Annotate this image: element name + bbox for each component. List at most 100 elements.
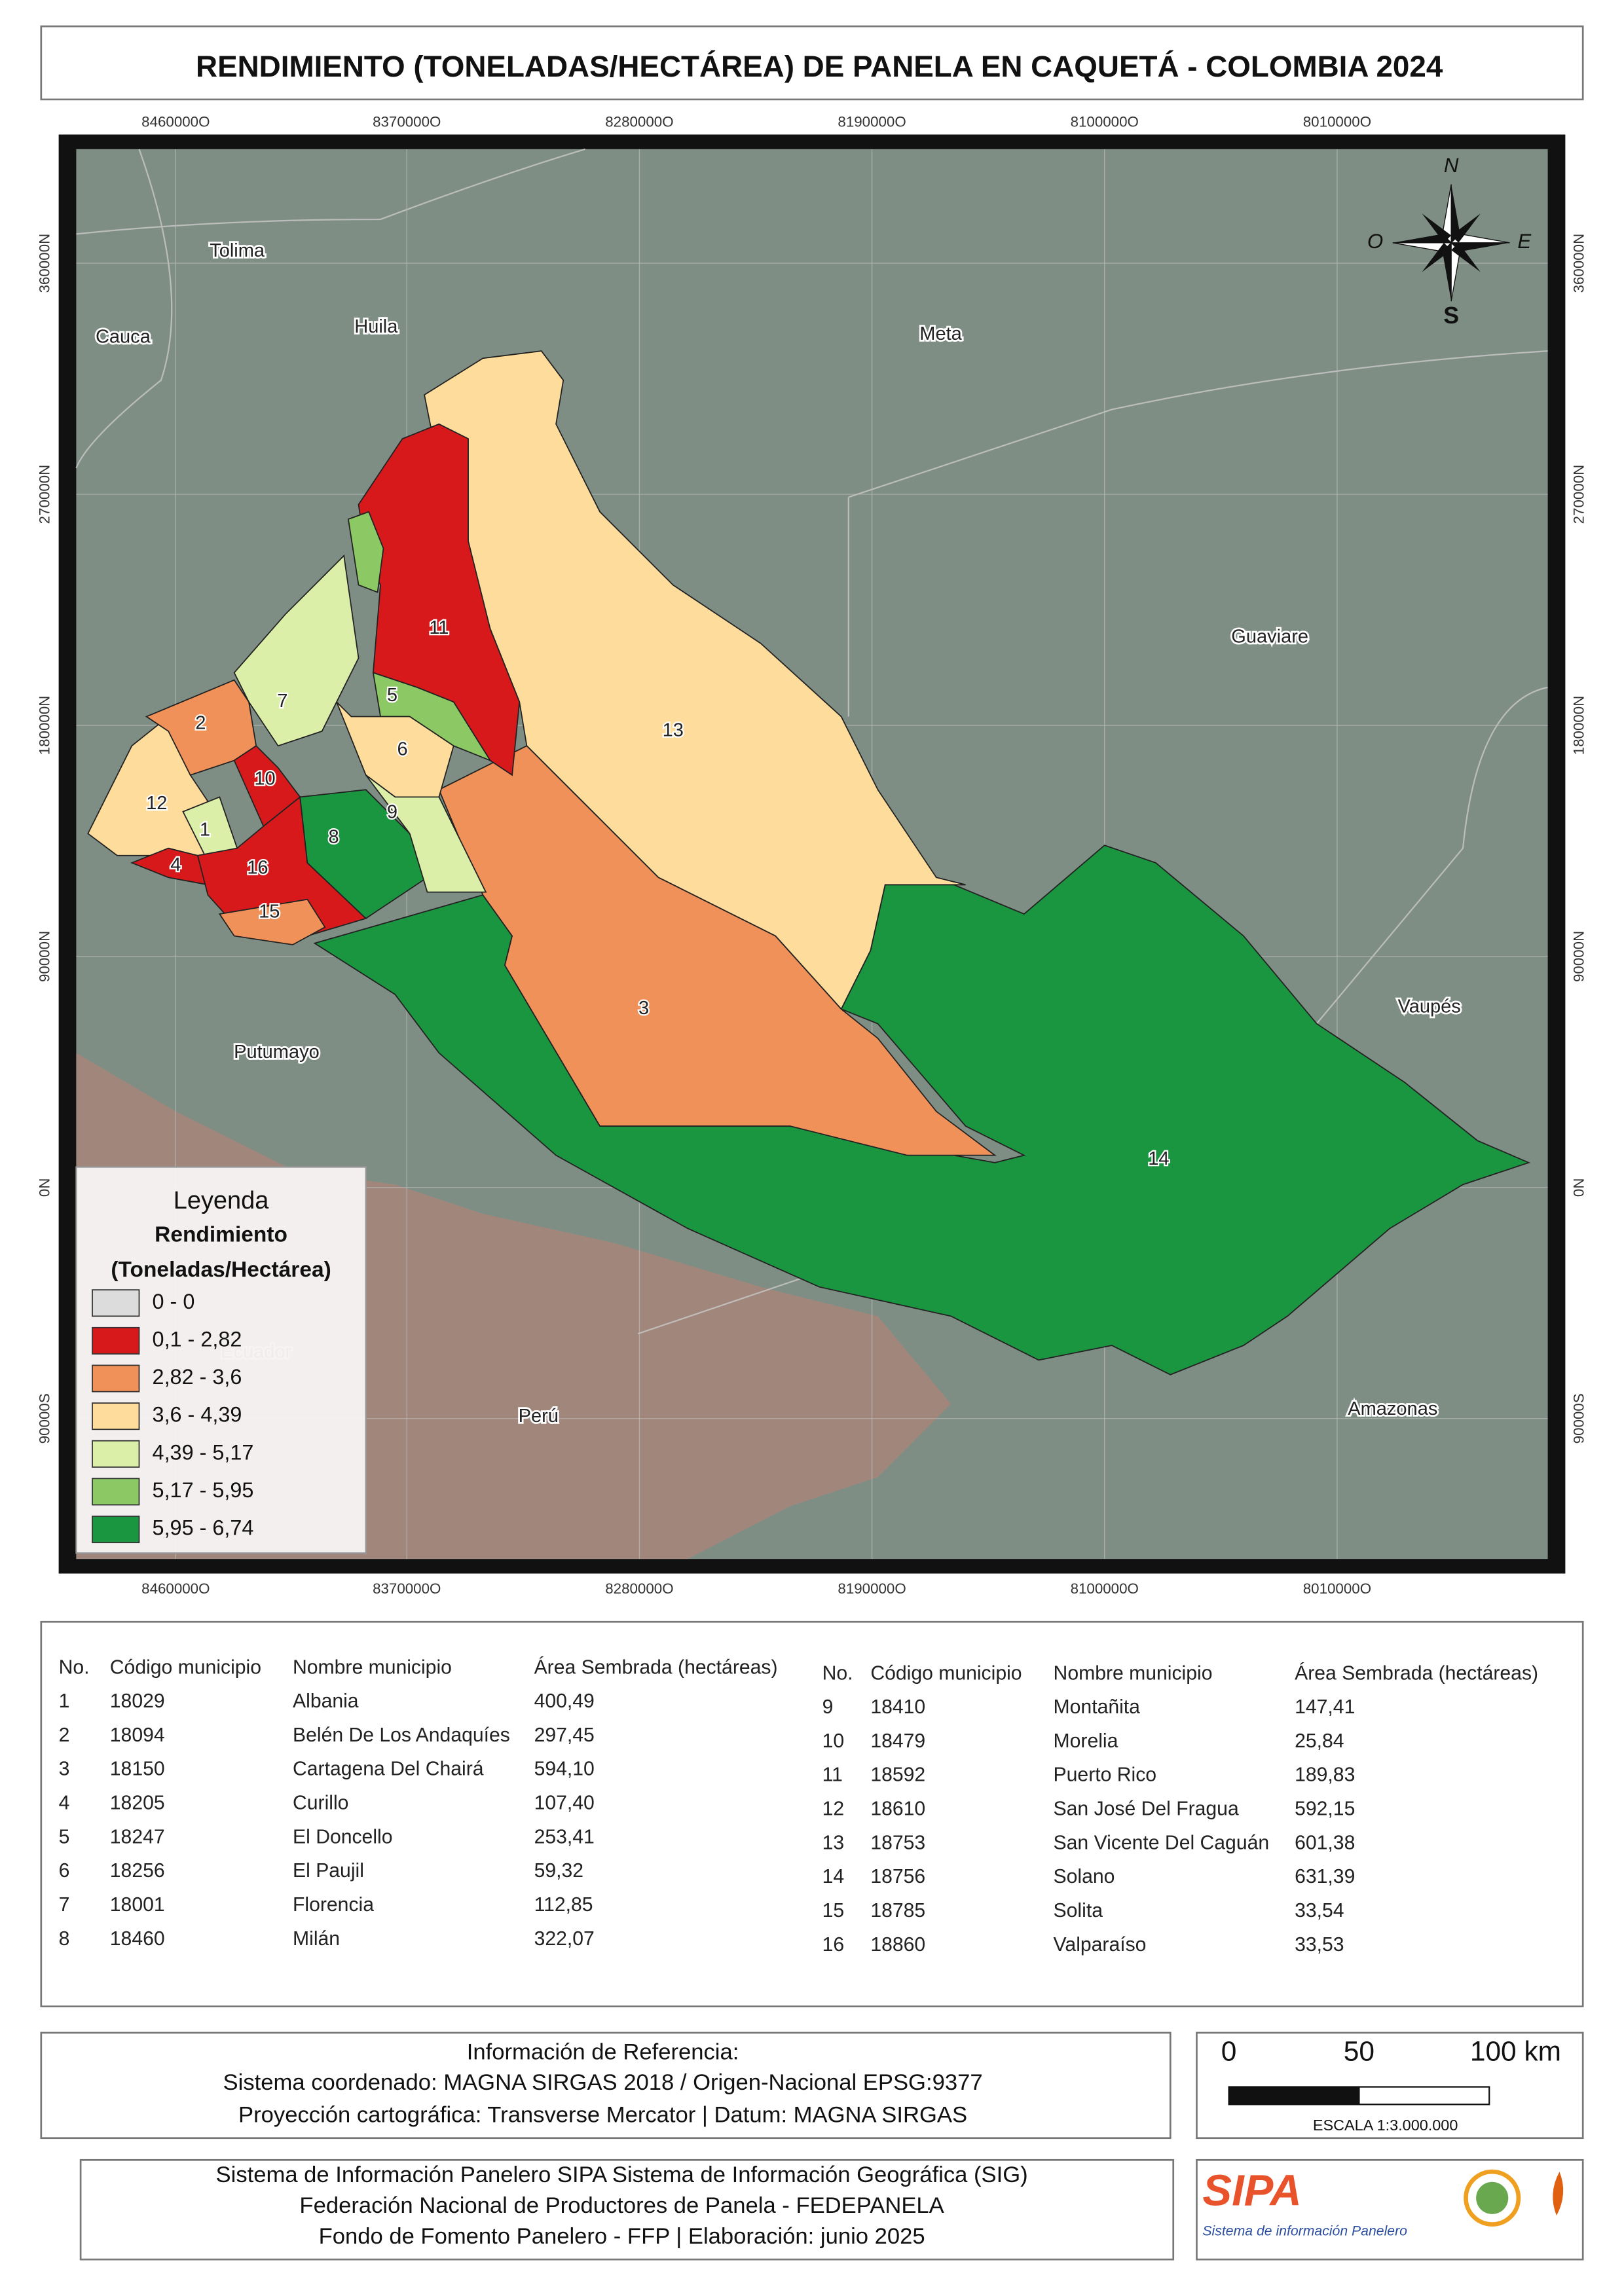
region-label: Cauca: [96, 327, 151, 348]
table-cell: 18029: [110, 1690, 165, 1712]
table-cell: 33,53: [1295, 1934, 1344, 1956]
table-cell: 3: [59, 1758, 70, 1780]
table-cell: 10: [822, 1730, 845, 1752]
table-cell: 253,41: [534, 1826, 595, 1848]
table-cell: 18753: [870, 1832, 925, 1853]
title: RENDIMIENTO (TONELADAS/HECTÁREA) DE PANE…: [196, 50, 1443, 83]
logo: SIPA: [1202, 2166, 1301, 2215]
table-cell: 631,39: [1295, 1866, 1355, 1887]
table-cell: Solano: [1054, 1866, 1115, 1887]
table-cell: 18150: [110, 1758, 165, 1780]
table-cell: Belén De Los Andaquíes: [293, 1724, 510, 1746]
municipality-number: 10: [254, 768, 275, 789]
municipality-table: No. Código municipio Nombre municipio Área …: [59, 1657, 1538, 1956]
table-cell: 18256: [110, 1860, 165, 1882]
map: Tolima Cauca Huila Meta Guaviare Vaupés Putuma…: [36, 114, 1587, 1597]
table-cell: Morelia: [1054, 1730, 1118, 1752]
table-cell: 25,84: [1295, 1730, 1344, 1752]
table-cell: 594,10: [534, 1758, 595, 1780]
y-coordinate-label: 0N: [36, 1178, 52, 1197]
region-label: Tolima: [210, 240, 265, 261]
table-cell: 147,41: [1295, 1696, 1355, 1718]
reference-box: [40, 2032, 1172, 2140]
municipality-number: 15: [259, 902, 280, 922]
x-coordinate-label: 8370000O: [373, 114, 441, 130]
municipality-number: 11: [429, 617, 449, 638]
region-label: Amazonas: [1348, 1398, 1437, 1419]
table-cell: 107,40: [534, 1793, 595, 1814]
x-coordinate-label: 8100000O: [1071, 114, 1139, 130]
table-cell: Solita: [1054, 1900, 1103, 1922]
y-coordinate-label: 360000N: [36, 234, 52, 293]
table-header: Área Sembrada (hectáreas): [1295, 1663, 1538, 1685]
municipality-number: 5: [387, 685, 397, 706]
footer-line: Sistema de Información Panelero SIPA Sis…: [216, 2162, 1028, 2187]
scale-bar-white: [1358, 2086, 1490, 2105]
legend-label: 3,6 - 4,39: [153, 1403, 242, 1427]
municipality-15: [218, 898, 326, 945]
scale-box: [1196, 2032, 1584, 2140]
table-cell: 18592: [870, 1764, 925, 1786]
legend-subtitle: Rendimiento: [155, 1222, 287, 1247]
municipality-number: 6: [397, 739, 407, 760]
table-header: Nombre municipio: [1054, 1663, 1213, 1685]
municipality-number: 4: [170, 854, 181, 875]
table-cell: 18860: [870, 1934, 925, 1956]
legend-swatch: [92, 1364, 140, 1393]
table-cell: 322,07: [534, 1928, 595, 1950]
table-cell: Milán: [293, 1928, 340, 1950]
legend-label: 0 - 0: [153, 1290, 195, 1313]
table-cell: 6: [59, 1860, 70, 1882]
table-cell: San Vicente Del Caguán: [1054, 1832, 1270, 1853]
reference-line: Proyección cartográfica: Transverse Merc…: [238, 2102, 967, 2127]
municipality-3: [438, 745, 997, 1156]
legend-swatch: [92, 1478, 140, 1506]
table-cell: Cartagena Del Chairá: [293, 1758, 484, 1780]
compass-o: O: [1367, 230, 1383, 253]
municipality-number: 14: [1148, 1148, 1169, 1169]
y-coordinate-label: 270000N: [1571, 465, 1587, 524]
logo-box: [1196, 2159, 1584, 2261]
municipality-number: 3: [638, 998, 649, 1019]
table-cell: Montañita: [1054, 1696, 1141, 1718]
table-cell: 18785: [870, 1900, 925, 1922]
table-header: No.: [59, 1657, 90, 1679]
municipality-5b: [347, 511, 384, 593]
table-cell: 18094: [110, 1724, 165, 1746]
table-cell: 189,83: [1295, 1764, 1355, 1786]
y-coordinate-label: 90000N: [36, 931, 52, 982]
table-cell: 16: [822, 1934, 845, 1956]
x-coordinate-label: 8100000O: [1071, 1580, 1139, 1597]
municipality-14: [313, 845, 1531, 1376]
x-coordinate-label: 8010000O: [1303, 1580, 1371, 1597]
table-cell: 18479: [870, 1730, 925, 1752]
table-header: No.: [822, 1663, 853, 1685]
table-cell: 11: [822, 1764, 843, 1786]
reference-title: Información de Referencia:: [467, 2039, 739, 2064]
legend-label: 5,17 - 5,95: [153, 1478, 254, 1502]
table-cell: El Doncello: [293, 1826, 392, 1848]
y-coordinate-label: 90000N: [1571, 931, 1587, 982]
y-coordinate-label: 0N: [1571, 1178, 1587, 1197]
y-coordinate-label: 90000S: [36, 1393, 52, 1444]
legend-label: 2,82 - 3,6: [153, 1365, 242, 1389]
table-cell: 5: [59, 1826, 70, 1848]
legend-items: 0 - 0 0,1 - 2,82 2,82 - 3,6 3,6 - 4,39 4,39 …: [92, 1289, 254, 1544]
north-arrow: N S E O: [1367, 154, 1532, 329]
region-label: Guaviare: [1231, 627, 1308, 647]
legend-title: Leyenda: [174, 1187, 270, 1214]
table-cell: 15: [822, 1900, 845, 1922]
footer-line: Federación Nacional de Productores de Pa…: [299, 2193, 944, 2218]
table-cell: 601,38: [1295, 1832, 1355, 1853]
region-label: Perú: [519, 1406, 559, 1427]
scale-label: 0: [1221, 2035, 1237, 2066]
compass-n: N: [1444, 154, 1459, 177]
table-header: Código municipio: [110, 1657, 261, 1679]
y-coordinate-label: 180000N: [36, 696, 52, 756]
table-cell: 18460: [110, 1928, 165, 1950]
table-cell: San José Del Fragua: [1054, 1798, 1239, 1819]
table-cell: 12: [822, 1798, 845, 1819]
x-coordinate-label: 8190000O: [838, 1580, 906, 1597]
table-cell: Florencia: [293, 1894, 374, 1916]
municipality-9: [365, 774, 487, 893]
